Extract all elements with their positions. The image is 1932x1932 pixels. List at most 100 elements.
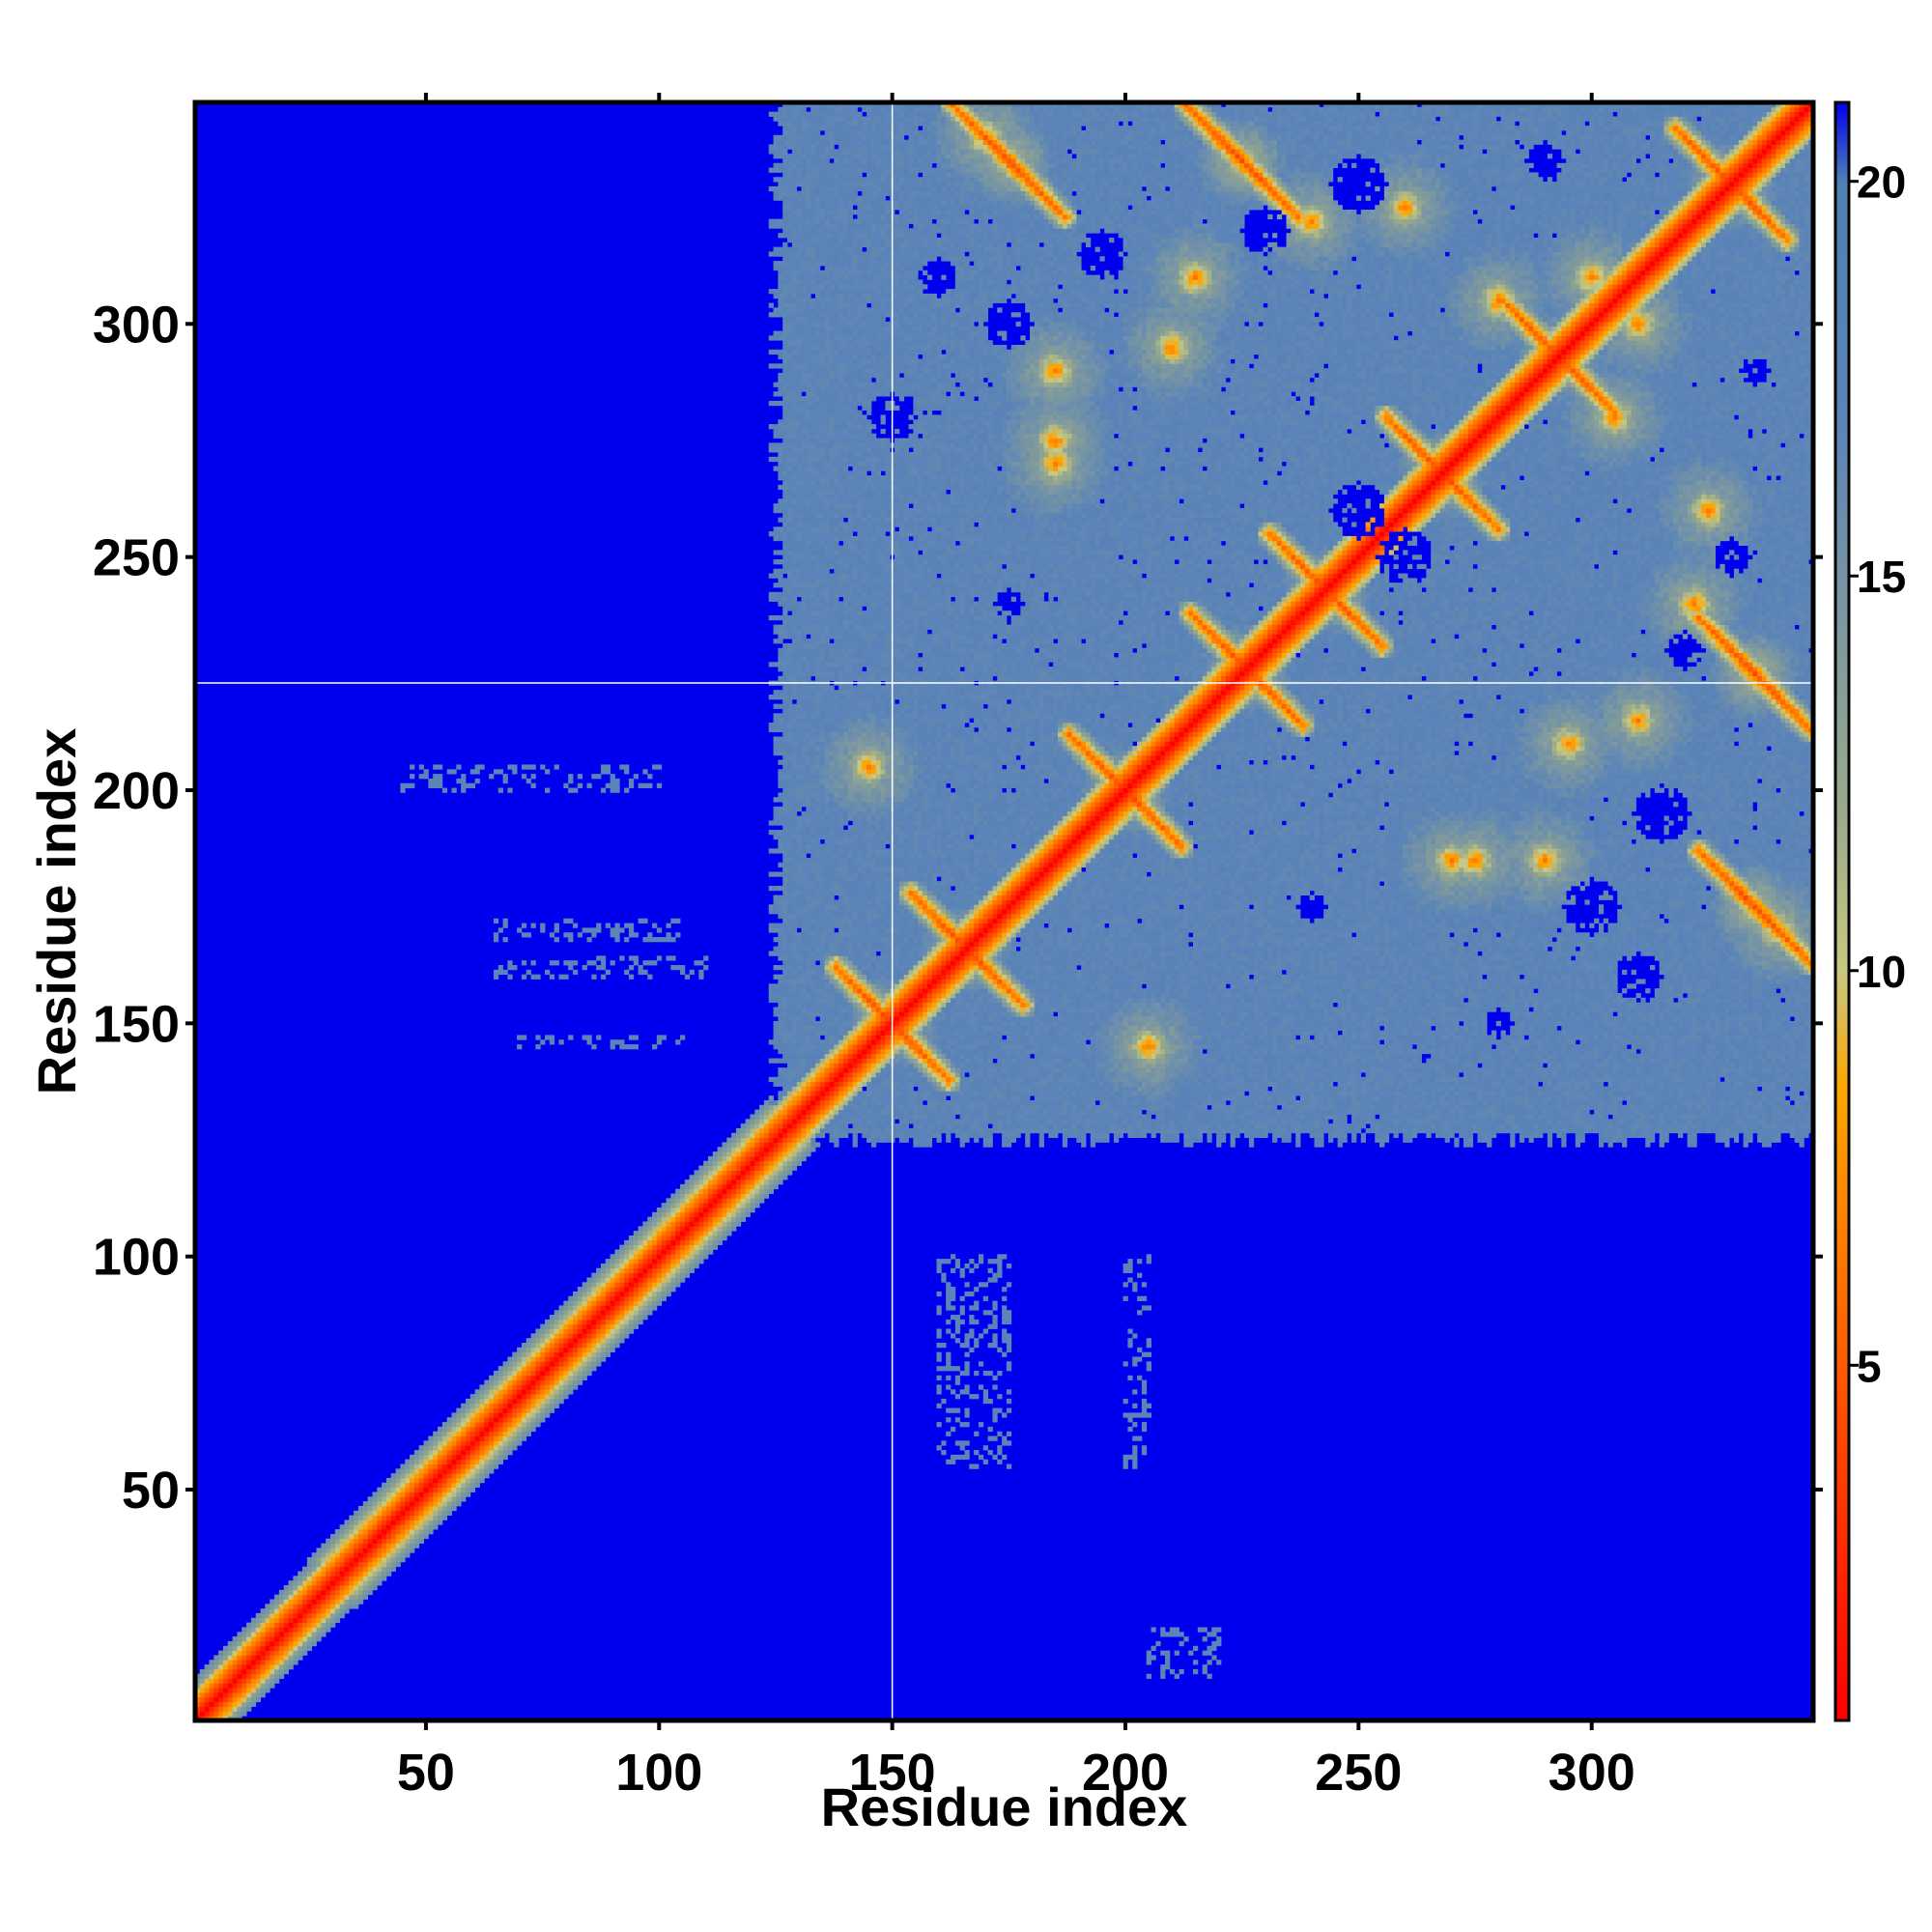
heatmap-cell <box>363 1585 368 1590</box>
heatmap-cell <box>974 1138 979 1143</box>
heatmap-cell <box>634 1287 639 1292</box>
heatmap-cell <box>713 1203 718 1208</box>
heatmap-cell <box>662 1231 667 1236</box>
heatmap-cell <box>335 1576 340 1580</box>
heatmap-cell <box>703 1226 708 1231</box>
heatmap-cell <box>279 1674 284 1679</box>
heatmap-cell <box>601 1277 606 1282</box>
heatmap-cell <box>1561 1138 1566 1143</box>
heatmap-cell <box>591 1315 596 1320</box>
heatmap-cell <box>647 1287 652 1292</box>
heatmap-cell <box>1147 1366 1151 1371</box>
heatmap-cell <box>424 1460 429 1464</box>
heatmap-cell <box>596 1292 601 1296</box>
heatmap-cell <box>261 1632 266 1636</box>
heatmap-cell <box>368 1580 373 1585</box>
heatmap-cell <box>344 1539 349 1544</box>
heatmap-cell <box>382 1557 386 1562</box>
heatmap-cell <box>265 1604 270 1608</box>
heatmap-cell <box>274 1632 279 1636</box>
heatmap-cell <box>200 1688 205 1692</box>
heatmap-cell <box>746 1179 751 1184</box>
heatmap-cell <box>484 1412 489 1417</box>
heatmap-cell <box>960 1310 965 1315</box>
heatmap-cell <box>335 1552 340 1557</box>
heatmap-cell <box>1454 1138 1459 1143</box>
heatmap-cell <box>228 1679 233 1684</box>
heatmap-cell <box>667 1222 671 1227</box>
heatmap-cell <box>358 1595 363 1600</box>
heatmap-cell <box>512 1389 517 1394</box>
heatmap-cell <box>642 1240 647 1245</box>
heatmap-cell <box>461 1427 466 1432</box>
heatmap-cell <box>662 1208 667 1212</box>
heatmap-cell <box>377 1529 382 1534</box>
heatmap-cell <box>690 1231 695 1236</box>
heatmap-cell <box>619 1305 624 1310</box>
heatmap-cell <box>498 1394 503 1399</box>
heatmap-cell <box>396 1544 401 1548</box>
heatmap-cell <box>442 1460 447 1464</box>
heatmap-cell <box>391 1506 396 1511</box>
heatmap-cell <box>586 1277 591 1282</box>
heatmap-cell <box>642 1282 647 1287</box>
heatmap-cell <box>372 1572 377 1577</box>
heatmap-cell <box>400 1464 405 1469</box>
heatmap-cell <box>647 1305 652 1310</box>
heatmap-cell <box>601 1338 606 1343</box>
heatmap-cell <box>228 1711 233 1716</box>
heatmap-cell <box>270 1683 274 1688</box>
heatmap-cell <box>573 1343 578 1348</box>
heatmap-cell <box>391 1516 396 1520</box>
heatmap-cell <box>601 1348 606 1352</box>
heatmap-cell <box>1160 1133 1165 1138</box>
heatmap-cell <box>559 1366 564 1371</box>
heatmap-cell <box>307 1576 312 1580</box>
heatmap-cell <box>624 1249 629 1254</box>
heatmap-cell <box>806 1151 810 1156</box>
heatmap-cell <box>256 1664 261 1669</box>
heatmap-cell <box>731 1222 736 1227</box>
heatmap-cell <box>451 1445 456 1450</box>
heatmap-cell <box>1757 1133 1776 1138</box>
heatmap-cell <box>456 1464 461 1469</box>
heatmap-cell <box>494 1436 498 1441</box>
heatmap-cell <box>741 1194 746 1199</box>
heatmap-cell <box>526 1376 531 1380</box>
heatmap-cell <box>284 1669 289 1674</box>
heatmap-cell <box>489 1408 494 1413</box>
heatmap-cell <box>619 1282 624 1287</box>
heatmap-cell <box>507 1408 512 1413</box>
heatmap-cell <box>554 1394 559 1399</box>
heatmap-cell <box>535 1408 540 1413</box>
heatmap-cell <box>662 1222 667 1227</box>
heatmap-cell <box>657 1287 662 1292</box>
heatmap-cell <box>354 1529 358 1534</box>
heatmap-cell <box>596 1315 601 1320</box>
heatmap-cell <box>526 1427 531 1432</box>
heatmap-cell <box>354 1580 358 1585</box>
heatmap-cell <box>451 1473 456 1478</box>
heatmap-cell <box>647 1240 652 1245</box>
heatmap-cell <box>209 1683 213 1688</box>
heatmap-cell <box>652 1249 657 1254</box>
heatmap-cell <box>368 1557 373 1562</box>
heatmap-cell <box>1142 1128 1151 1133</box>
heatmap-cell <box>531 1343 536 1348</box>
heatmap-cell <box>596 1301 601 1306</box>
heatmap-cell <box>228 1692 233 1697</box>
heatmap-cell <box>289 1655 294 1660</box>
heatmap-cell <box>475 1412 480 1417</box>
heatmap-cell <box>1025 1142 1030 1147</box>
heatmap-cell <box>428 1436 433 1441</box>
heatmap-cell <box>442 1483 447 1488</box>
heatmap-cell <box>358 1539 363 1544</box>
heatmap-cell <box>545 1320 550 1324</box>
heatmap-cell <box>540 1412 545 1417</box>
heatmap-cell <box>1688 1133 1692 1138</box>
heatmap-cell <box>708 1166 713 1171</box>
heatmap-cell <box>680 1264 685 1268</box>
heatmap-cell <box>321 1544 326 1548</box>
heatmap-cell <box>270 1679 274 1684</box>
heatmap-cell <box>517 1380 522 1385</box>
